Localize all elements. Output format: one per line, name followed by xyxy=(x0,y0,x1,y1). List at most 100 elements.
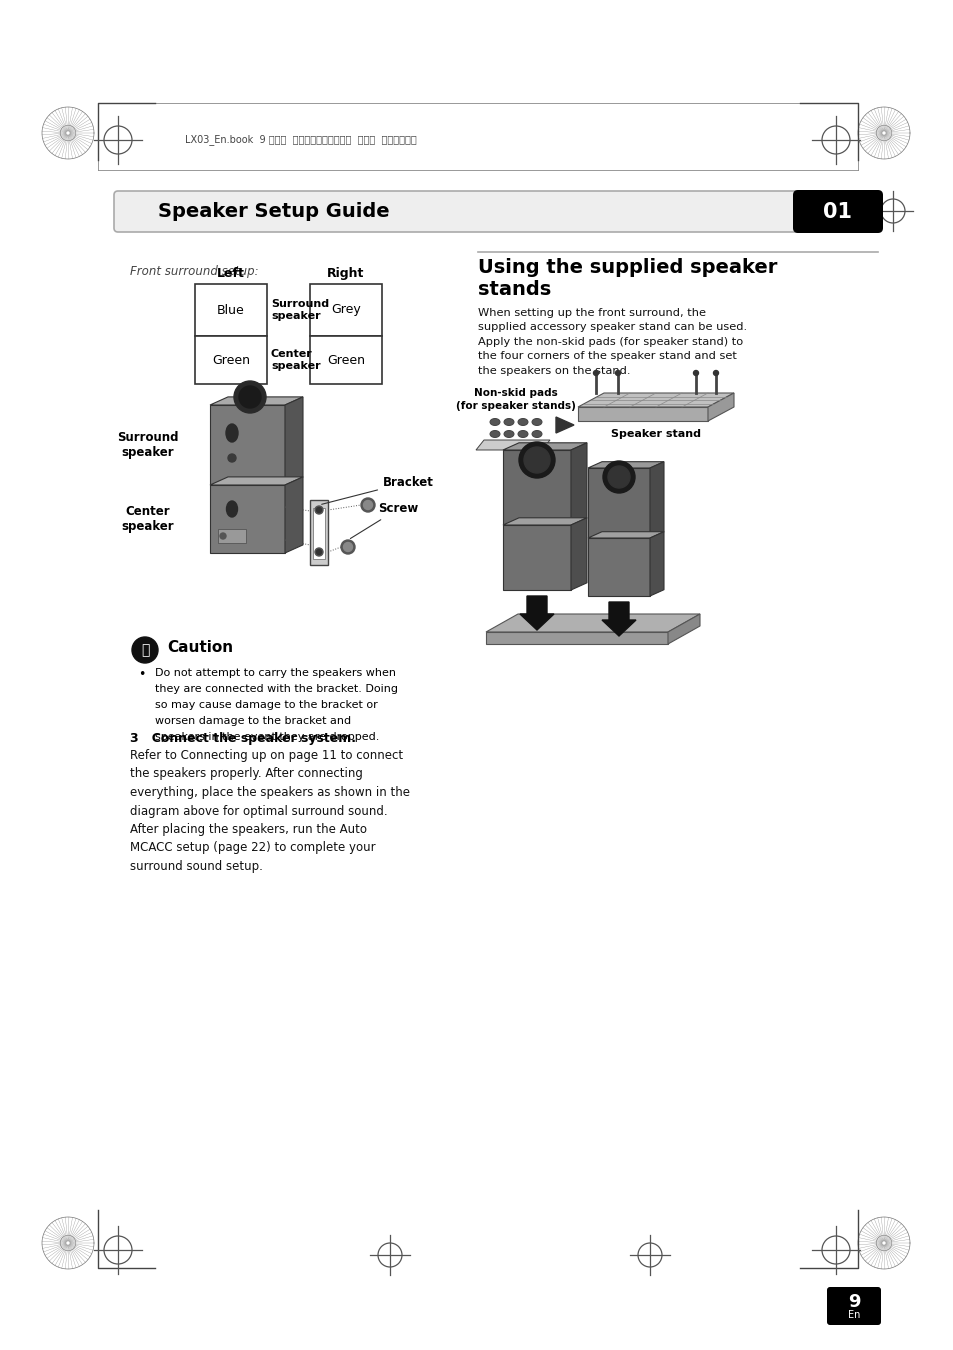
FancyBboxPatch shape xyxy=(792,190,882,234)
Text: worsen damage to the bracket and: worsen damage to the bracket and xyxy=(154,716,351,726)
Text: Blue: Blue xyxy=(217,304,245,316)
Circle shape xyxy=(233,381,266,413)
Text: so may cause damage to the bracket or: so may cause damage to the bracket or xyxy=(154,701,377,710)
Ellipse shape xyxy=(226,501,237,517)
Circle shape xyxy=(239,386,261,408)
Circle shape xyxy=(607,466,629,487)
Text: Green: Green xyxy=(327,354,365,366)
Text: Left: Left xyxy=(217,267,245,279)
Text: •: • xyxy=(138,668,146,680)
Text: Non-skid pads: Non-skid pads xyxy=(474,387,558,398)
Polygon shape xyxy=(556,417,574,433)
Polygon shape xyxy=(571,443,586,525)
Ellipse shape xyxy=(503,431,514,437)
Text: 9: 9 xyxy=(847,1293,860,1311)
Circle shape xyxy=(523,447,550,472)
Bar xyxy=(194,284,267,336)
Polygon shape xyxy=(649,532,663,595)
Polygon shape xyxy=(502,518,586,525)
Circle shape xyxy=(220,533,226,539)
Circle shape xyxy=(228,454,235,462)
Circle shape xyxy=(693,370,698,375)
Text: Center
speaker: Center speaker xyxy=(271,350,320,371)
Polygon shape xyxy=(502,443,586,450)
Ellipse shape xyxy=(503,418,514,425)
Bar xyxy=(310,336,381,383)
Circle shape xyxy=(314,506,323,514)
Circle shape xyxy=(132,637,158,663)
Polygon shape xyxy=(210,477,303,485)
Text: Green: Green xyxy=(212,354,250,366)
Circle shape xyxy=(316,549,321,555)
Text: Speaker Setup Guide: Speaker Setup Guide xyxy=(158,202,389,221)
Bar xyxy=(587,468,649,539)
Bar xyxy=(502,450,571,525)
Polygon shape xyxy=(571,518,586,590)
Text: Surround
speaker: Surround speaker xyxy=(117,431,178,459)
Text: Center
speaker: Center speaker xyxy=(122,505,174,533)
Bar xyxy=(210,405,285,485)
Polygon shape xyxy=(667,614,700,644)
Text: Using the supplied speaker: Using the supplied speaker xyxy=(477,258,777,277)
Circle shape xyxy=(314,548,323,556)
Text: When setting up the front surround, the
supplied accessory speaker stand can be : When setting up the front surround, the … xyxy=(477,308,746,375)
Bar xyxy=(310,284,381,336)
Ellipse shape xyxy=(490,431,499,437)
Polygon shape xyxy=(485,632,667,644)
FancyBboxPatch shape xyxy=(826,1287,880,1324)
Circle shape xyxy=(340,540,355,553)
FancyBboxPatch shape xyxy=(113,190,831,232)
Bar xyxy=(310,500,328,566)
Circle shape xyxy=(363,501,372,509)
Polygon shape xyxy=(601,602,636,636)
Text: Refer to Connecting up on page 11 to connect
the speakers properly. After connec: Refer to Connecting up on page 11 to con… xyxy=(130,749,410,873)
Circle shape xyxy=(713,370,718,375)
Polygon shape xyxy=(587,462,663,468)
Circle shape xyxy=(615,370,619,375)
Ellipse shape xyxy=(532,418,541,425)
Text: 01: 01 xyxy=(822,201,852,221)
Text: Screw: Screw xyxy=(350,502,417,539)
Bar xyxy=(502,525,571,590)
Ellipse shape xyxy=(517,431,527,437)
Bar xyxy=(313,508,325,559)
Polygon shape xyxy=(707,393,733,421)
Text: they are connected with the bracket. Doing: they are connected with the bracket. Doi… xyxy=(154,684,397,694)
Bar xyxy=(194,336,267,383)
Text: Speaker stand: Speaker stand xyxy=(610,429,700,439)
Circle shape xyxy=(360,498,375,512)
Polygon shape xyxy=(578,393,733,406)
Text: Front surround setup:: Front surround setup: xyxy=(130,265,258,278)
Polygon shape xyxy=(476,440,550,450)
Ellipse shape xyxy=(532,431,541,437)
Text: Surround
speaker: Surround speaker xyxy=(271,300,329,321)
Text: speakers in the event they are dropped.: speakers in the event they are dropped. xyxy=(154,732,379,742)
Circle shape xyxy=(343,543,352,552)
Text: En: En xyxy=(847,1310,860,1320)
Circle shape xyxy=(316,508,321,513)
Text: Grey: Grey xyxy=(331,304,360,316)
Text: LX03_En.book  9 ページ  ２００８年６月２４日  火曜日  午後６時１分: LX03_En.book 9 ページ ２００８年６月２４日 火曜日 午後６時１分 xyxy=(185,135,416,146)
Polygon shape xyxy=(485,614,700,632)
Polygon shape xyxy=(210,397,303,405)
Polygon shape xyxy=(578,406,707,421)
Polygon shape xyxy=(285,397,303,485)
Polygon shape xyxy=(519,595,554,630)
Ellipse shape xyxy=(517,418,527,425)
Bar xyxy=(210,485,285,554)
Ellipse shape xyxy=(226,424,237,441)
Text: Bracket: Bracket xyxy=(321,475,434,505)
Bar xyxy=(218,529,246,543)
Text: (for speaker stands): (for speaker stands) xyxy=(456,401,576,410)
Text: 3   Connect the speaker system.: 3 Connect the speaker system. xyxy=(130,732,355,745)
Circle shape xyxy=(518,441,555,478)
Text: stands: stands xyxy=(477,279,551,298)
Text: Do not attempt to carry the speakers when: Do not attempt to carry the speakers whe… xyxy=(154,668,395,678)
Bar xyxy=(587,539,649,595)
Text: Caution: Caution xyxy=(167,640,233,656)
Polygon shape xyxy=(285,477,303,554)
Text: ✋: ✋ xyxy=(141,643,149,657)
Circle shape xyxy=(593,370,598,375)
Text: Right: Right xyxy=(327,267,364,279)
Ellipse shape xyxy=(490,418,499,425)
